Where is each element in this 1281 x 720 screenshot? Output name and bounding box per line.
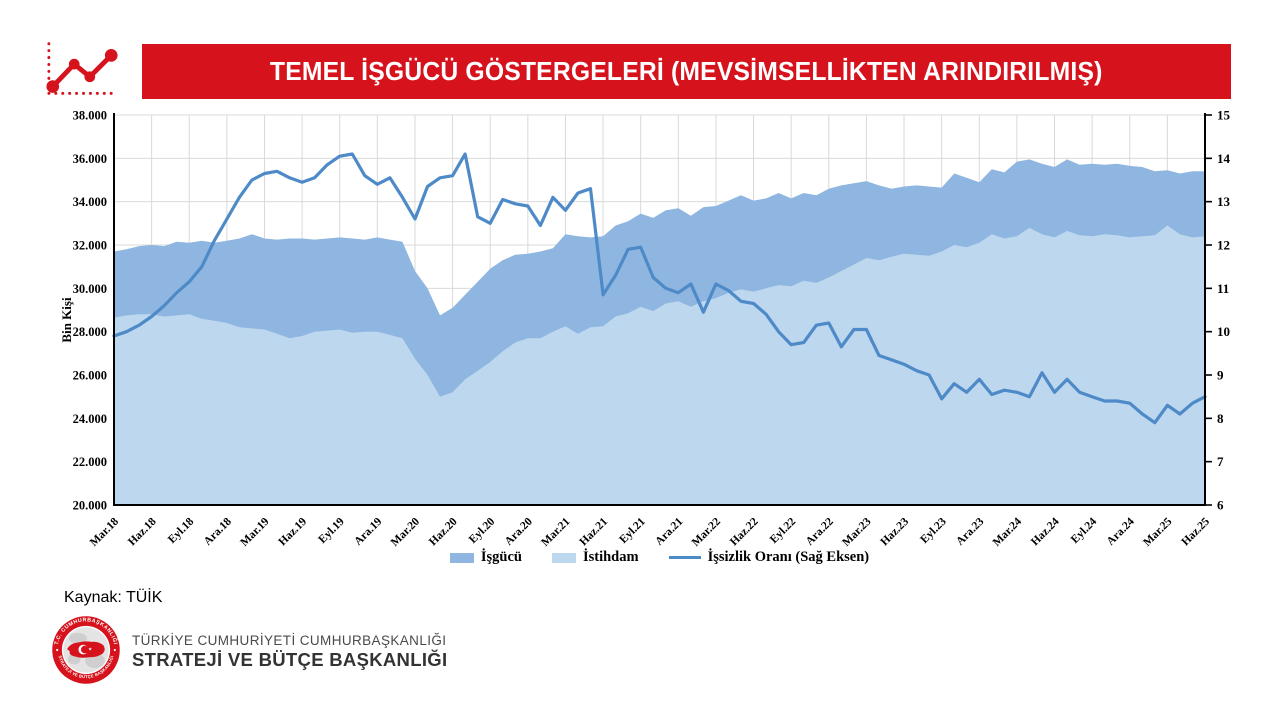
legend-line-issizlik-orani	[668, 555, 701, 560]
x-axis-tick: Mar.19	[238, 515, 271, 548]
x-axis-tick: Eyl.19	[316, 515, 347, 546]
right-axis-tick: 14	[1217, 151, 1231, 166]
x-axis-tick: Eyl.21	[617, 515, 648, 546]
x-axis-tick: Haz.25	[1179, 515, 1212, 548]
chart-legend: İşgücü İstihdam İşsizlik Oranı (Sağ Ekse…	[114, 549, 1205, 566]
legend-item-istihdam: İstihdam	[551, 549, 639, 566]
x-axis-tick: Ara.23	[954, 515, 986, 547]
source-note: Kaynak: TÜİK	[64, 589, 163, 606]
right-axis-tick: 6	[1217, 498, 1224, 513]
legend-item-isgucu: İşgücü	[449, 549, 522, 566]
x-axis-tick: Ara.19	[352, 515, 384, 547]
line-chart-icon	[46, 42, 118, 95]
left-axis-title: Bin Kişi	[59, 297, 74, 343]
x-axis-tick: Eyl.18	[166, 515, 197, 546]
right-axis-tick: 7	[1217, 454, 1224, 469]
right-axis-tick: 11	[1217, 281, 1229, 296]
x-axis-tick: Mar.24	[991, 515, 1024, 548]
x-axis-tick: Ara.21	[653, 515, 685, 547]
footer-org-line1: TÜRKİYE CUMHURİYETİ CUMHURBAŞKANLIĞI	[132, 633, 447, 648]
left-axis-tick: 38.000	[73, 109, 107, 123]
footer-org-name: TÜRKİYE CUMHURİYETİ CUMHURBAŞKANLIĞI STR…	[132, 629, 447, 671]
left-axis-tick: 22.000	[73, 455, 107, 469]
x-axis-tick: Eyl.24	[1069, 515, 1100, 546]
x-axis-tick: Ara.24	[1105, 515, 1137, 547]
x-axis-tick: Haz.18	[126, 515, 159, 548]
legend-swatch-istihdam	[551, 552, 576, 563]
x-axis-tick: Eyl.23	[918, 515, 949, 546]
area-istihdam	[114, 225, 1205, 505]
legend-item-issizlik-orani: İşsizlik Oranı (Sağ Eksen)	[668, 549, 870, 566]
left-axis-tick: 32.000	[73, 239, 107, 253]
left-axis-tick: 36.000	[73, 152, 107, 166]
x-axis-tick: Haz.23	[878, 515, 911, 548]
left-axis-tick: 30.000	[73, 282, 107, 296]
x-axis-tick: Mar.18	[88, 515, 121, 548]
x-axis-tick: Ara.20	[503, 515, 535, 547]
footer-logo: T.C. CUMHURBAŞKANLIĞI STRATEJİ VE BÜTÇE …	[50, 614, 447, 686]
left-axis-tick: 20.000	[73, 499, 107, 513]
x-axis-tick: Eyl.22	[768, 515, 799, 546]
footer-org-line2: STRATEJİ VE BÜTÇE BAŞKANLIĞI	[132, 649, 448, 670]
x-axis-tick: Mar.23	[840, 515, 873, 548]
legend-label-isgucu: İşgücü	[480, 549, 522, 565]
x-axis-tick: Eyl.20	[467, 515, 498, 546]
legend-label-istihdam: İstihdam	[582, 549, 639, 565]
left-axis-tick: 26.000	[73, 369, 107, 383]
x-axis-tick: Haz.20	[427, 515, 460, 548]
right-axis-tick: 10	[1217, 324, 1230, 339]
right-axis-tick: 8	[1217, 411, 1224, 426]
x-axis-tick: Mar.20	[389, 515, 422, 548]
left-axis-tick: 34.000	[73, 195, 107, 209]
page-title: TEMEL İŞGÜCÜ GÖSTERGELERİ (MEVSİMSELLİKT…	[270, 56, 1103, 86]
title-band: TEMEL İŞGÜCÜ GÖSTERGELERİ (MEVSİMSELLİKT…	[142, 44, 1231, 99]
legend-label-issizlik-orani: İşsizlik Oranı (Sağ Eksen)	[707, 549, 870, 565]
x-axis-tick: Ara.18	[202, 515, 234, 547]
right-axis-tick: 12	[1217, 238, 1230, 253]
x-axis-tick: Mar.22	[690, 515, 723, 548]
sbb-emblem: T.C. CUMHURBAŞKANLIĞI STRATEJİ VE BÜTÇE …	[52, 616, 120, 684]
axes	[113, 113, 1212, 506]
x-axis-tick: Haz.19	[277, 515, 310, 548]
x-axis-tick: Mar.21	[539, 515, 572, 548]
unemployment-rate-line	[112, 152, 1207, 425]
right-axis-tick: 15	[1217, 108, 1231, 123]
area-series	[114, 159, 1205, 505]
labour-chart: 38.000 36.000 34.000 32.000 30.000 28.000 26.0…	[59, 108, 1231, 549]
right-axis-tick: 13	[1217, 194, 1231, 209]
x-axis-tick: Haz.24	[1029, 515, 1062, 548]
legend-swatch-isgucu	[449, 552, 474, 563]
right-axis-tick: 9	[1217, 368, 1224, 383]
left-axis-tick: 24.000	[73, 412, 107, 426]
left-axis-tick: 28.000	[73, 325, 107, 339]
x-axis-tick: Mar.25	[1141, 515, 1174, 548]
x-axis-tick: Ara.22	[804, 515, 836, 547]
x-axis-tick: Haz.21	[578, 515, 611, 548]
x-axis-tick: Haz.22	[728, 515, 761, 548]
